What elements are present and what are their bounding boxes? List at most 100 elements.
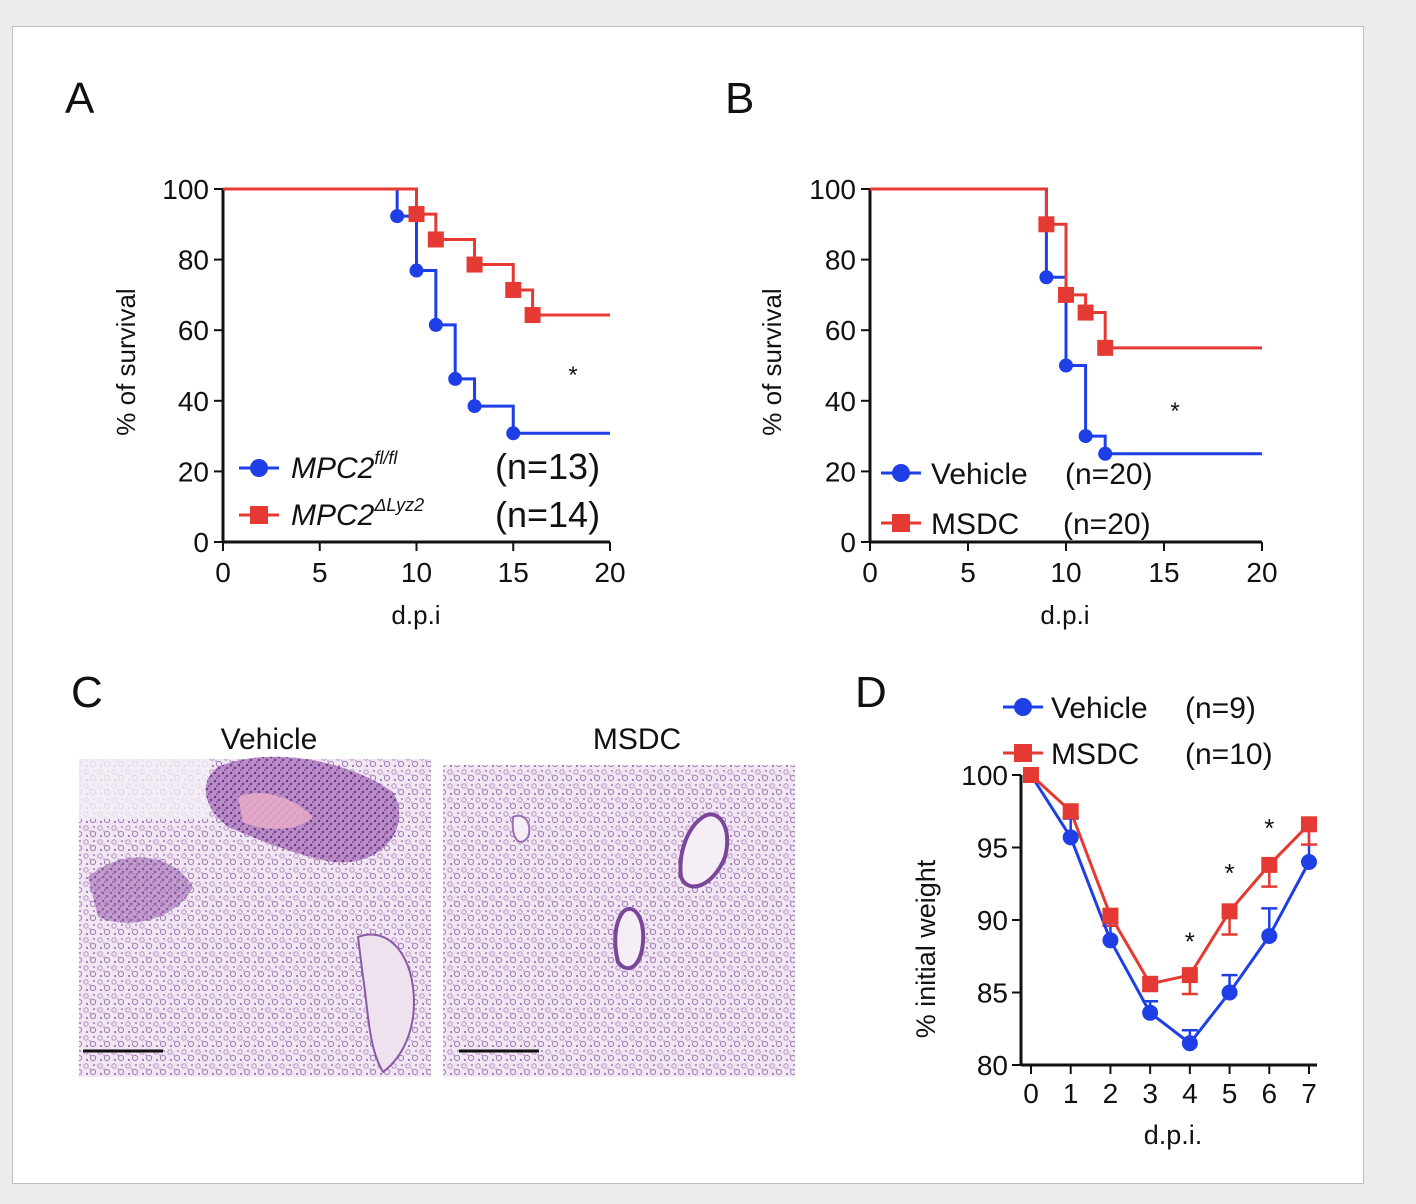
weight-point-d-series1-7 (1301, 854, 1317, 870)
weight-line-d-series1 (1029, 774, 1311, 1046)
censor-mark-b-series1-0 (1039, 270, 1054, 285)
x-tick-label-b-20: 20 (1246, 557, 1277, 588)
y-tick-label-b-60: 60 (825, 315, 856, 346)
weight-chart-d-marks: 80 85 90 95 100 0 1 2 3 4 5 6 7 * * * (961, 760, 1317, 1109)
censor-mark-b-series2-0 (1038, 216, 1055, 233)
legend-b-series1-name: Vehicle (931, 458, 1028, 491)
x-tick-label-d-2: 2 (1103, 1078, 1119, 1109)
legend-d: Vehicle (n=9) MSDC (n=10) (1003, 692, 1273, 771)
axis-x-label-b: d.p.i (1040, 600, 1089, 630)
survival-chart-a-marks: 0 5 10 15 20 0 20 40 60 80 100 (162, 174, 625, 588)
x-tick-label-a-20: 20 (594, 557, 625, 588)
weight-point-d-series2-7 (1301, 816, 1317, 833)
weight-point-d-series1-5 (1221, 984, 1238, 1001)
legend-b-entry-msdc: MSDC (n=20) (881, 508, 1151, 541)
significance-star-d-5: * (1225, 858, 1235, 888)
weight-point-d-series1-1 (1062, 829, 1079, 846)
survival-chart-a: 0 5 10 15 20 0 20 40 60 80 100 % of survival d.p.i… (111, 174, 626, 630)
histology-label-vehicle: Vehicle (221, 723, 318, 756)
significance-star-d-4: * (1185, 926, 1195, 956)
x-tick-label-b-0: 0 (862, 557, 878, 588)
legend-a-entry-mpc2-flfl: MPC2fl/fl (n=13) (239, 446, 600, 487)
x-tick-label-d-3: 3 (1142, 1078, 1158, 1109)
y-tick-label-d-85: 85 (977, 978, 1008, 1009)
legend-a-series1-sup: fl/fl (374, 448, 398, 468)
legend-a: MPC2fl/fl (n=13) MPC2ΔLyz2 (n=14) (239, 446, 600, 535)
x-tick-label-b-10: 10 (1050, 557, 1081, 588)
legend-a-entry-mpc2-dlyz2: MPC2ΔLyz2 (n=14) (239, 494, 600, 535)
legend-b-series1-n: (n=20) (1065, 458, 1153, 491)
svg-text:MPC2fl/fl: MPC2fl/fl (291, 448, 398, 485)
y-tick-label-a-60: 60 (178, 315, 209, 346)
significance-star-d-6: * (1264, 813, 1274, 843)
y-tick-label-a-100: 100 (162, 174, 209, 205)
x-tick-label-d-4: 4 (1182, 1078, 1198, 1109)
weight-point-d-series2-1 (1062, 803, 1079, 820)
axis-y-label-b: % of survival (757, 288, 787, 435)
legend-a-series2-sup: ΔLyz2 (373, 495, 424, 515)
x-tick-label-a-0: 0 (215, 557, 231, 588)
censor-mark-a-series1-4 (467, 399, 482, 414)
x-tick-label-d-5: 5 (1222, 1078, 1238, 1109)
x-tick-label-d-1: 1 (1063, 1078, 1079, 1109)
censor-mark-a-series1-5 (506, 426, 521, 441)
censor-mark-a-series1-0 (390, 209, 405, 224)
legend-d-series1-n: (n=9) (1185, 692, 1256, 725)
y-tick-label-d-100: 100 (961, 760, 1008, 791)
weight-point-d-series2-0 (1023, 767, 1039, 783)
censor-mark-a-series2-2 (466, 256, 483, 273)
histology-image-vehicle (79, 756, 431, 1077)
censor-mark-b-series2-2 (1077, 304, 1094, 321)
legend-d-entry-vehicle: Vehicle (n=9) (1003, 692, 1256, 725)
censor-mark-a-series2-4 (524, 307, 541, 324)
survival-curve-b-series1 (870, 187, 1262, 456)
y-tick-label-b-20: 20 (825, 456, 856, 487)
censor-mark-b-series2-3 (1097, 339, 1114, 356)
censor-mark-a-series2-0 (408, 206, 425, 223)
y-tick-label-d-95: 95 (977, 833, 1008, 864)
legend-d-entry-msdc: MSDC (n=10) (1003, 738, 1273, 771)
legend-d-series1-name: Vehicle (1051, 692, 1148, 725)
legend-d-series2-name: MSDC (1051, 738, 1139, 771)
axis-y-label-a: % of survival (111, 288, 141, 435)
histology-label-msdc: MSDC (593, 723, 681, 756)
weight-point-d-series1-3 (1142, 1004, 1159, 1021)
survival-chart-b-marks: 0 5 10 15 20 0 20 40 60 80 100 (809, 174, 1277, 588)
x-tick-label-a-10: 10 (401, 557, 432, 588)
censor-mark-b-series1-1 (1059, 358, 1073, 373)
panel-letter-b: B (725, 74, 754, 123)
legend-a-series1-name: MPC2 (291, 452, 375, 485)
survival-curve-b-series2 (870, 187, 1262, 350)
legend-a-series2-name: MPC2 (291, 499, 375, 532)
x-tick-label-d-0: 0 (1023, 1078, 1039, 1109)
x-tick-label-d-6: 6 (1261, 1078, 1277, 1109)
survival-curve-a-series1 (223, 187, 610, 435)
legend-b-entry-vehicle: Vehicle (n=20) (881, 458, 1153, 491)
weight-point-d-series2-6 (1261, 856, 1278, 873)
legend-b: Vehicle (n=20) MSDC (n=20) (881, 458, 1153, 541)
histology-panel: Vehicle MSDC (79, 723, 795, 1077)
figure-frame: A B C D 0 5 10 15 20 0 20 40 60 80 100 % of surviv… (12, 26, 1364, 1184)
weight-point-d-series1-2 (1102, 932, 1119, 949)
y-tick-label-a-20: 20 (178, 456, 209, 487)
panel-letter-c: C (71, 668, 103, 717)
legend-d-series2-n: (n=10) (1185, 738, 1273, 771)
x-tick-label-a-15: 15 (498, 557, 529, 588)
axis-x-label-a: d.p.i (391, 600, 440, 630)
censor-mark-a-series1-3 (448, 371, 463, 386)
y-tick-label-a-40: 40 (178, 386, 209, 417)
legend-b-series2-name: MSDC (931, 508, 1019, 541)
censor-mark-a-series1-1 (409, 263, 424, 278)
y-tick-label-b-0: 0 (840, 527, 856, 558)
legend-a-series2-n: (n=14) (495, 494, 600, 535)
y-tick-label-d-90: 90 (977, 905, 1008, 936)
censor-mark-a-series2-1 (427, 231, 444, 248)
y-tick-label-b-40: 40 (825, 386, 856, 417)
censor-mark-b-series1-2 (1078, 429, 1093, 444)
legend-b-series2-n: (n=20) (1063, 508, 1151, 541)
censor-mark-a-series1-2 (428, 317, 443, 332)
weight-point-d-series2-2 (1102, 907, 1119, 924)
weight-point-d-series2-3 (1142, 975, 1159, 992)
svg-text:MPC2ΔLyz2: MPC2ΔLyz2 (291, 495, 424, 532)
